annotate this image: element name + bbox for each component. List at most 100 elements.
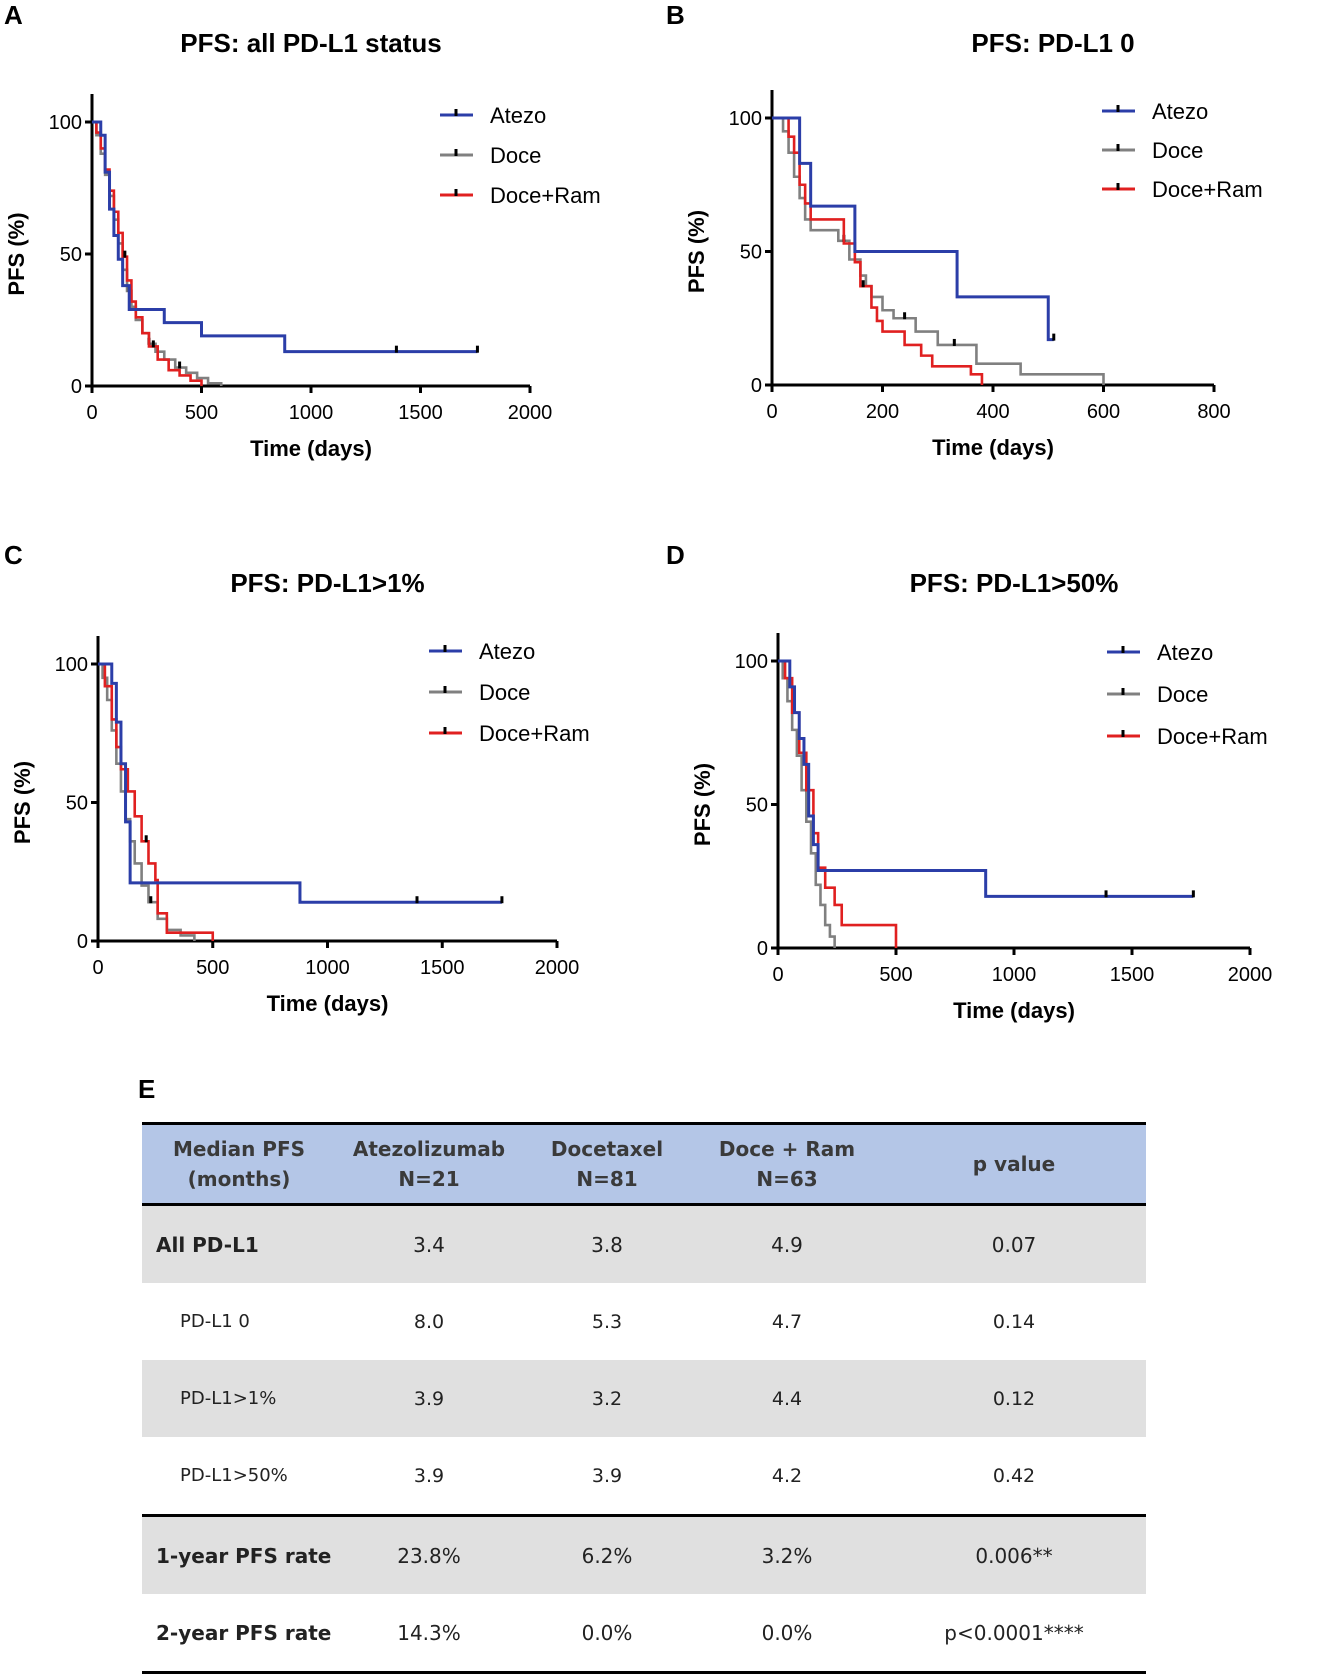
legend-label: Atezo bbox=[1157, 640, 1213, 665]
x-tick-label: 1000 bbox=[992, 964, 1037, 986]
legend-label: Doce bbox=[479, 680, 530, 705]
x-axis-label: Time (days) bbox=[932, 435, 1054, 460]
table-cell: 0.42 bbox=[992, 1464, 1036, 1487]
row-label: 1-year PFS rate bbox=[142, 1514, 336, 1594]
x-tick-label: 0 bbox=[92, 957, 103, 979]
table-cell: 3.4 bbox=[336, 1204, 522, 1283]
header-p-value: p value bbox=[882, 1122, 1146, 1206]
legend-label: Doce bbox=[1152, 138, 1203, 163]
row-label: PD-L1>1% bbox=[142, 1360, 336, 1437]
legend-label: Doce+Ram bbox=[1157, 724, 1268, 749]
x-tick-label: 1000 bbox=[289, 402, 334, 424]
table-row: 1-year PFS rate 23.8% 6.2% 3.2% 0.006** bbox=[142, 1514, 1146, 1594]
table-cell: p<0.0001**** bbox=[882, 1594, 1146, 1674]
table-cell: 4.4 bbox=[692, 1360, 882, 1437]
x-tick-label: 2000 bbox=[535, 957, 580, 979]
table-cell: 6.2% bbox=[522, 1514, 692, 1594]
row-label: PD-L1>50% bbox=[180, 1465, 288, 1486]
legend-label: Doce+Ram bbox=[479, 721, 590, 746]
table-row: PD-L1>50% 3.9 3.9 4.2 0.42 bbox=[142, 1437, 1146, 1516]
x-tick-label: 0 bbox=[772, 964, 783, 986]
km-curve-atezo bbox=[778, 659, 1194, 898]
panel-label: D bbox=[666, 540, 685, 570]
median-pfs-table: Median PFS (months) Atezolizumab N=21 Doce… bbox=[142, 1122, 1146, 1674]
y-tick-label: 50 bbox=[60, 244, 82, 266]
row-label: All PD-L1 bbox=[142, 1204, 336, 1283]
x-axis-label: Time (days) bbox=[250, 436, 372, 461]
table-cell: 4.7 bbox=[771, 1310, 803, 1333]
y-axis-label: PFS (%) bbox=[4, 212, 29, 295]
x-axis-label: Time (days) bbox=[267, 991, 389, 1016]
km-curve-doce-ram bbox=[92, 120, 203, 386]
legend-label: Doce bbox=[490, 143, 541, 168]
table-cell: 3.8 bbox=[522, 1204, 692, 1283]
legend-label: Doce bbox=[1157, 682, 1208, 707]
table-cell: 0.07 bbox=[882, 1204, 1146, 1283]
table-cell: 8.0 bbox=[413, 1310, 445, 1333]
table-cell: 4.9 bbox=[692, 1204, 882, 1283]
table-cell: 3.9 bbox=[413, 1464, 445, 1487]
legend-label: Doce+Ram bbox=[490, 183, 601, 208]
x-tick-label: 500 bbox=[196, 957, 229, 979]
panel-label: C bbox=[4, 540, 23, 570]
table-cell: 0.006** bbox=[882, 1514, 1146, 1594]
table-cell: 0.12 bbox=[882, 1360, 1146, 1437]
y-tick-label: 100 bbox=[55, 654, 88, 676]
row-label: 2-year PFS rate bbox=[142, 1594, 336, 1674]
km-curve-doce-ram bbox=[98, 662, 215, 941]
table-cell: 0.14 bbox=[992, 1310, 1036, 1333]
table-row: PD-L1>1% 3.9 3.2 4.4 0.12 bbox=[142, 1360, 1146, 1437]
legend-label: Atezo bbox=[479, 639, 535, 664]
header-docetaxel: Docetaxel N=81 bbox=[522, 1122, 692, 1206]
y-tick-label: 0 bbox=[77, 931, 88, 953]
y-tick-label: 0 bbox=[71, 376, 82, 398]
x-tick-label: 800 bbox=[1197, 401, 1230, 423]
x-tick-label: 0 bbox=[86, 402, 97, 424]
km-curve-doce-ram bbox=[772, 116, 984, 385]
y-tick-label: 0 bbox=[751, 375, 762, 397]
table-cell: 4.2 bbox=[771, 1464, 803, 1487]
table-row: PD-L1 0 8.0 5.3 4.7 0.14 bbox=[142, 1283, 1146, 1360]
km-curve-atezo bbox=[92, 120, 478, 354]
table-cell: 3.2% bbox=[692, 1514, 882, 1594]
y-axis-label: PFS (%) bbox=[690, 763, 715, 846]
table-cell: 0.0% bbox=[522, 1594, 692, 1674]
chart-title: PFS: PD-L1 0 bbox=[971, 28, 1134, 58]
y-axis-label: PFS (%) bbox=[10, 761, 35, 844]
y-tick-label: 50 bbox=[66, 793, 88, 815]
table-header-row: Median PFS (months) Atezolizumab N=21 Doce… bbox=[142, 1122, 1146, 1206]
y-tick-label: 50 bbox=[740, 242, 762, 264]
x-tick-label: 1500 bbox=[398, 402, 443, 424]
x-tick-label: 1000 bbox=[305, 957, 350, 979]
x-tick-label: 1500 bbox=[420, 957, 465, 979]
header-doce-ram: Doce + Ram N=63 bbox=[692, 1122, 882, 1206]
y-tick-label: 50 bbox=[746, 795, 768, 817]
chart-title: PFS: PD-L1>50% bbox=[910, 568, 1119, 598]
legend-label: Atezo bbox=[490, 103, 546, 128]
panel-label-e: E bbox=[138, 1074, 156, 1104]
km-curve-atezo bbox=[98, 662, 502, 904]
table-cell: 3.9 bbox=[591, 1464, 623, 1487]
y-axis-label: PFS (%) bbox=[684, 210, 709, 293]
y-tick-label: 100 bbox=[49, 112, 82, 134]
table-row: All PD-L1 3.4 3.8 4.9 0.07 bbox=[142, 1204, 1146, 1283]
y-tick-label: 100 bbox=[735, 651, 768, 673]
chart-title: PFS: all PD-L1 status bbox=[180, 28, 442, 58]
x-tick-label: 2000 bbox=[508, 402, 553, 424]
table-row: 2-year PFS rate 14.3% 0.0% 0.0% p<0.0001… bbox=[142, 1594, 1146, 1674]
x-tick-label: 2000 bbox=[1228, 964, 1273, 986]
table-cell: 0.0% bbox=[692, 1594, 882, 1674]
x-tick-label: 1500 bbox=[1110, 964, 1155, 986]
x-tick-label: 500 bbox=[879, 964, 912, 986]
panel-b-chart: B PFS: PD-L1 0 0 50 100 0 200 400 600 800 Time (da… bbox=[666, 0, 1263, 460]
row-label: PD-L1 0 bbox=[180, 1311, 250, 1332]
y-tick-label: 100 bbox=[729, 108, 762, 130]
header-atezolizumab: Atezolizumab N=21 bbox=[336, 1122, 522, 1206]
x-tick-label: 400 bbox=[976, 401, 1009, 423]
table-cell: 3.2 bbox=[522, 1360, 692, 1437]
legend-label: Doce+Ram bbox=[1152, 177, 1263, 202]
table-cell: 5.3 bbox=[591, 1310, 623, 1333]
y-tick-label: 0 bbox=[757, 938, 768, 960]
